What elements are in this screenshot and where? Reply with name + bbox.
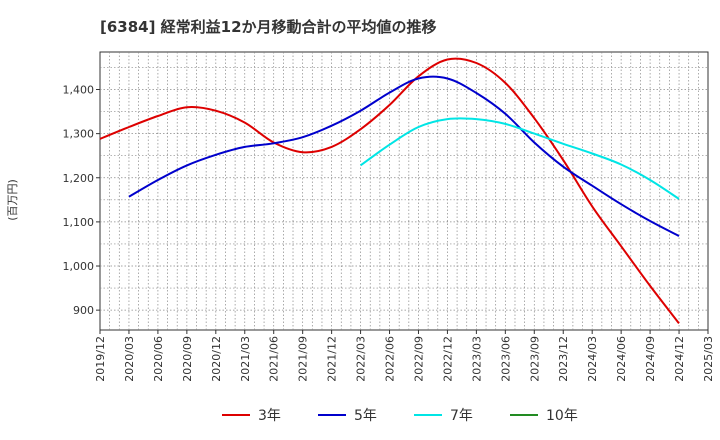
x-tick-label: 2024/12: [673, 336, 686, 382]
x-tick-label: 2023/09: [528, 336, 541, 382]
x-tick-label: 2024/03: [586, 336, 599, 382]
x-tick-label: 2020/03: [123, 336, 136, 382]
legend-label: 5年: [354, 408, 377, 424]
y-tick-label: 1,400: [63, 84, 95, 97]
legend-label: 10年: [546, 408, 578, 424]
y-axis: 900 1,000 1,100 1,200 1,300 1,400: [63, 84, 100, 317]
x-tick-label: 2019/12: [94, 336, 107, 382]
x-tick-label: 2025/03: [702, 336, 715, 382]
chart-title: [6384] 経常利益12か月移動合計の平均値の推移: [100, 18, 437, 36]
series-line-3年: [99, 57, 680, 325]
x-tick-label: 2022/06: [384, 336, 397, 382]
y-axis-label: (百万円): [6, 179, 19, 221]
x-tick-label: 2020/09: [181, 336, 194, 382]
y-tick-label: 1,000: [63, 260, 95, 273]
series-line-5年: [128, 75, 680, 237]
x-axis: 2019/12 2020/03 2020/06 2020/09 2020/12 2021/…: [94, 330, 715, 382]
series-line-7年: [360, 117, 680, 200]
series-lines: [99, 57, 680, 325]
x-tick-label: 2021/03: [239, 336, 252, 382]
x-tick-label: 2022/03: [355, 336, 368, 382]
legend-label: 7年: [450, 408, 473, 424]
y-tick-label: 900: [73, 304, 94, 317]
x-tick-label: 2021/12: [326, 336, 339, 382]
x-tick-label: 2021/06: [268, 336, 281, 382]
y-tick-label: 1,200: [63, 172, 95, 185]
x-tick-label: 2021/09: [297, 336, 310, 382]
x-tick-label: 2020/06: [152, 336, 165, 382]
y-tick-label: 1,300: [63, 128, 95, 141]
legend: 3年 5年 7年 10年: [222, 408, 578, 424]
grid: [100, 52, 708, 330]
x-tick-label: 2023/12: [557, 336, 570, 382]
plot-area: [99, 51, 709, 331]
x-tick-label: 2020/12: [210, 336, 223, 382]
x-tick-label: 2024/09: [644, 336, 657, 382]
x-tick-label: 2023/03: [470, 336, 483, 382]
x-tick-label: 2024/06: [615, 336, 628, 382]
legend-label: 3年: [258, 408, 281, 424]
y-tick-label: 1,100: [63, 216, 95, 229]
x-tick-label: 2022/12: [441, 336, 454, 382]
x-tick-label: 2022/09: [412, 336, 425, 382]
x-tick-label: 2023/06: [499, 336, 512, 382]
